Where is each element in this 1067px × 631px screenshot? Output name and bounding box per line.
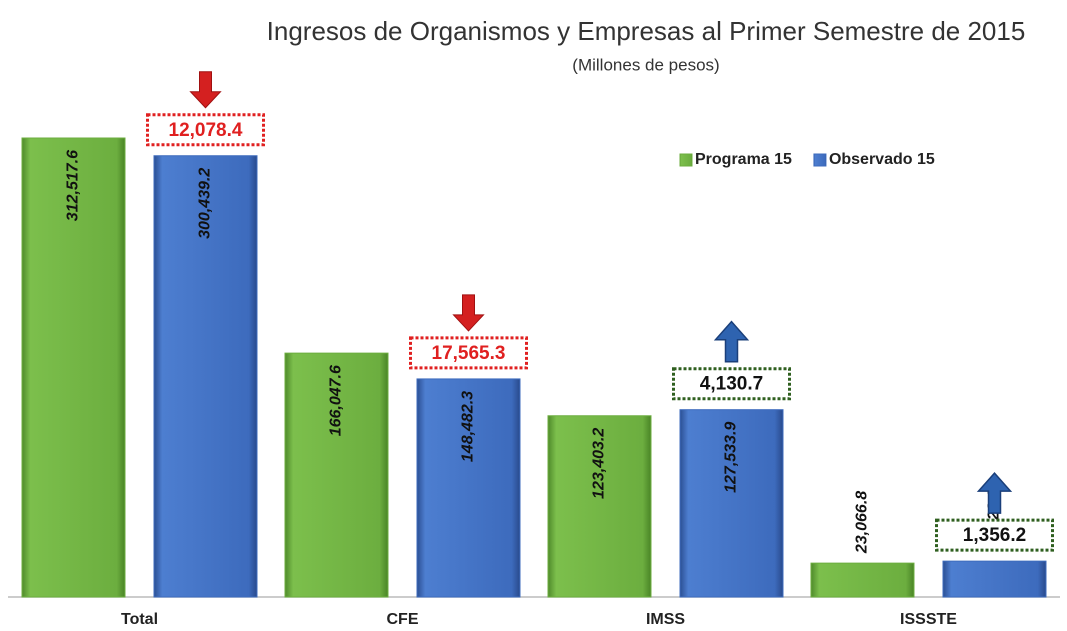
legend-swatch — [679, 153, 693, 167]
difference-label: 12,078.4 — [169, 120, 243, 141]
x-tick-label: IMSS — [646, 611, 685, 628]
data-label: 312,517.6 — [65, 150, 82, 221]
chart-subtitle: (Millones de pesos) — [572, 55, 719, 74]
down-arrow — [189, 71, 222, 109]
difference-box — [146, 113, 265, 147]
difference-box — [409, 336, 528, 370]
down-arrow — [452, 294, 485, 332]
up-arrow — [976, 472, 1013, 514]
up-arrow — [713, 320, 750, 363]
chart-title: Ingresos de Organismos y Empresas al Pri… — [267, 16, 1026, 46]
bar — [416, 378, 521, 598]
bar — [942, 560, 1047, 598]
data-label: 23,066.8 — [854, 491, 871, 554]
x-tick-label: ISSSTE — [900, 611, 957, 628]
data-label: 127,533.9 — [723, 422, 740, 493]
data-label: 123,403.2 — [591, 428, 608, 499]
difference-label: 17,565.3 — [432, 343, 506, 364]
x-tick-label: Total — [121, 611, 158, 628]
difference-box — [672, 367, 791, 401]
legend-swatch — [813, 153, 827, 167]
difference-label: 4,130.7 — [700, 374, 763, 395]
bar — [810, 562, 915, 598]
bar — [679, 409, 784, 598]
legend-label: Programa 15 — [695, 151, 792, 168]
bar — [547, 415, 652, 598]
data-label: 166,047.6 — [328, 365, 345, 436]
difference-box — [935, 518, 1054, 552]
bar — [153, 155, 258, 598]
x-tick-label: CFE — [387, 611, 419, 628]
legend-label: Observado 15 — [829, 151, 935, 168]
bar — [284, 352, 389, 598]
data-label: 148,482.3 — [460, 391, 477, 462]
bar — [21, 137, 126, 598]
data-label: 300,439.2 — [197, 168, 214, 239]
difference-label: 1,356.2 — [963, 525, 1026, 546]
